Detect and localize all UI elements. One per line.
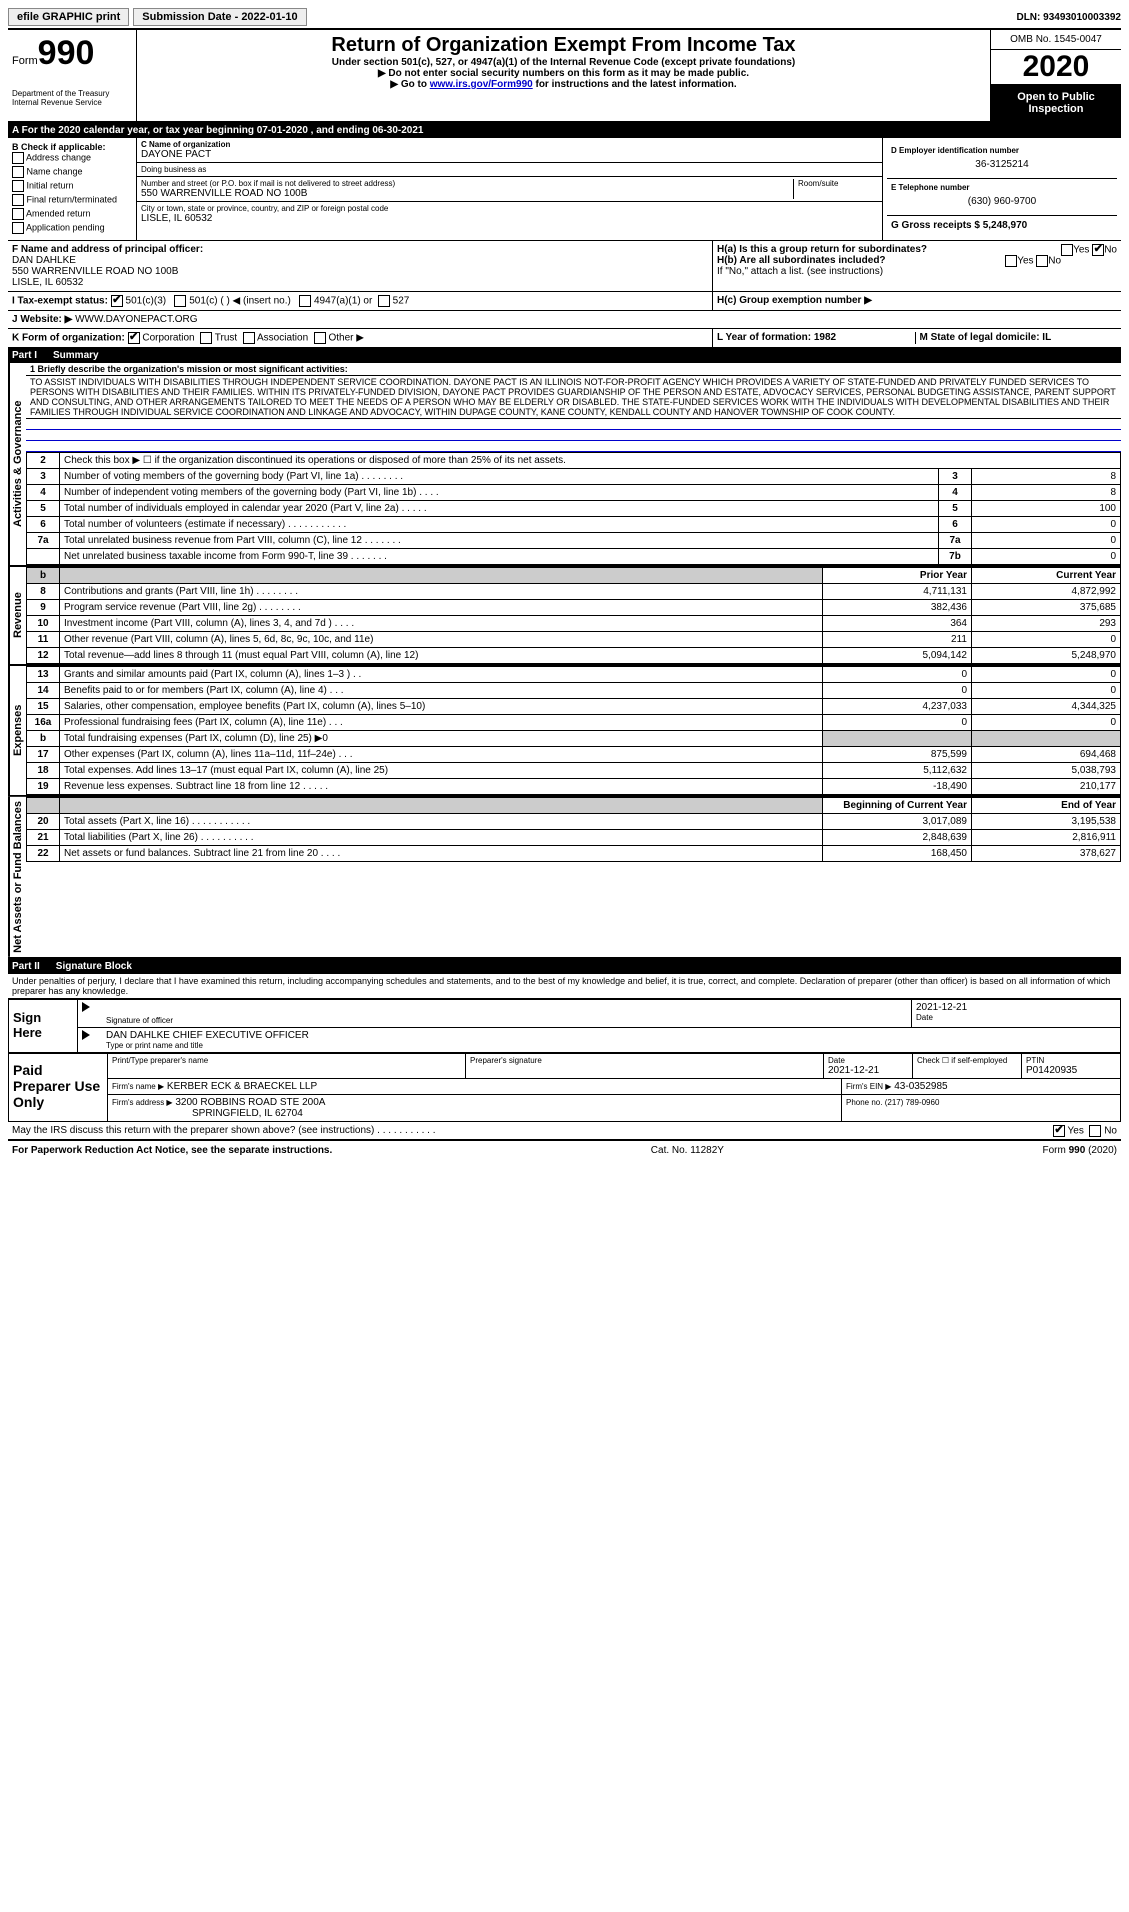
form-note2: ▶ Go to www.irs.gov/Form990 for instruct…: [141, 79, 986, 90]
footer-row: For Paperwork Reduction Act Notice, see …: [8, 1140, 1121, 1160]
col-c: C Name of organization DAYONE PACT Doing…: [137, 138, 883, 240]
info-block: B Check if applicable: Address change Na…: [8, 138, 1121, 241]
mission-text: TO ASSIST INDIVIDUALS WITH DISABILITIES …: [26, 376, 1121, 419]
inspection-label: Open to Public Inspection: [991, 85, 1121, 121]
part2-header: Part IISignature Block: [8, 959, 1121, 974]
netassets-table: Beginning of Current YearEnd of Year 20T…: [26, 797, 1121, 862]
row-f-h: F Name and address of principal officer:…: [8, 241, 1121, 292]
gov-table: 2Check this box ▶ ☐ if the organization …: [26, 452, 1121, 565]
side-netassets: Net Assets or Fund Balances: [8, 797, 26, 957]
form-header: Form990 Department of the Treasury Inter…: [8, 30, 1121, 123]
dln-label: DLN: 93493010003392: [1016, 12, 1121, 23]
arrow-icon: [82, 1002, 90, 1012]
org-name: DAYONE PACT: [141, 149, 878, 160]
row-klm: K Form of organization: Corporation Trus…: [8, 329, 1121, 348]
col-d: D Employer identification number 36-3125…: [883, 138, 1121, 240]
sign-date: 2021-12-21: [916, 1002, 1116, 1013]
top-bar: efile GRAPHIC print Submission Date - 20…: [8, 8, 1121, 30]
form-note1: ▶ Do not enter social security numbers o…: [141, 68, 986, 79]
org-city: LISLE, IL 60532: [141, 213, 878, 224]
section-netassets: Net Assets or Fund Balances Beginning of…: [8, 797, 1121, 959]
arrow-icon: [82, 1030, 90, 1040]
phone-value: (630) 960-9700: [891, 192, 1113, 211]
efile-label: efile GRAPHIC print: [8, 8, 129, 26]
side-governance: Activities & Governance: [8, 363, 26, 565]
discuss-row: May the IRS discuss this return with the…: [8, 1122, 1121, 1140]
officer-name: DAN DAHLKE CHIEF EXECUTIVE OFFICER: [106, 1030, 1116, 1041]
ptin-value: P01420935: [1026, 1065, 1116, 1076]
form-subtitle: Under section 501(c), 527, or 4947(a)(1)…: [141, 57, 986, 68]
col-b: B Check if applicable: Address change Na…: [8, 138, 137, 240]
section-expenses: Expenses 13Grants and similar amounts pa…: [8, 666, 1121, 797]
form-number: Form990: [12, 34, 132, 73]
firm-ein: 43-0352985: [894, 1081, 947, 1092]
dept-label: Department of the Treasury Internal Reve…: [12, 89, 132, 107]
revenue-table: bPrior YearCurrent Year 8Contributions a…: [26, 567, 1121, 664]
form-version: Form 990 (2020): [1043, 1145, 1118, 1156]
firm-phone: Phone no. (217) 789-0960: [846, 1098, 939, 1107]
tax-year: 2020: [991, 50, 1121, 85]
row-j: J Website: ▶ WWW.DAYONEPACT.ORG: [8, 311, 1121, 329]
side-expenses: Expenses: [8, 666, 26, 795]
firm-name: KERBER ECK & BRAECKEL LLP: [167, 1081, 317, 1092]
omb-number: OMB No. 1545-0047: [991, 30, 1121, 50]
gross-receipts: G Gross receipts $ 5,248,970: [891, 220, 1113, 231]
org-address: 550 WARRENVILLE ROAD NO 100B: [141, 188, 789, 199]
period-row: A For the 2020 calendar year, or tax yea…: [8, 123, 1121, 138]
expenses-table: 13Grants and similar amounts paid (Part …: [26, 666, 1121, 795]
part1-header: Part ISummary: [8, 348, 1121, 363]
sign-block: Sign Here Signature of officer 2021-12-2…: [8, 998, 1121, 1053]
website-value: WWW.DAYONEPACT.ORG: [75, 314, 197, 325]
side-revenue: Revenue: [8, 567, 26, 664]
perjury-text: Under penalties of perjury, I declare th…: [8, 974, 1121, 998]
row-i: I Tax-exempt status: 501(c)(3) 501(c) ( …: [8, 292, 1121, 311]
section-governance: Activities & Governance 1 Briefly descri…: [8, 363, 1121, 567]
form-title: Return of Organization Exempt From Incom…: [141, 34, 986, 57]
form990-link[interactable]: www.irs.gov/Form990: [430, 79, 533, 90]
preparer-block: Paid Preparer Use Only Print/Type prepar…: [8, 1053, 1121, 1122]
submission-date-button[interactable]: Submission Date - 2022-01-10: [133, 8, 306, 26]
section-revenue: Revenue bPrior YearCurrent Year 8Contrib…: [8, 567, 1121, 666]
ein-value: 36-3125214: [891, 155, 1113, 174]
